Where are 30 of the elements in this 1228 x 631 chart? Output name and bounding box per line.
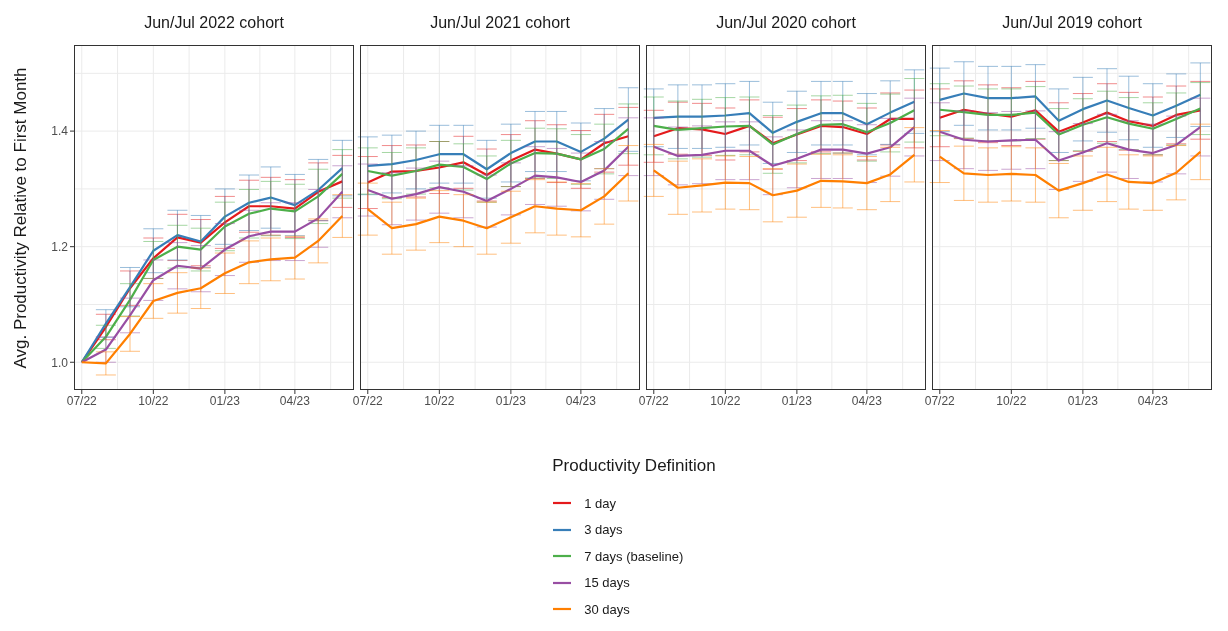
chart-title: Jun/Jul 2020 cohort [715,14,857,32]
chart-title: Jun/Jul 2022 cohort [143,14,285,32]
x-tick-label: 10/22 [996,393,1027,408]
legend-label: 30 days [584,601,630,617]
x-tick-label: 01/23 [781,393,813,408]
x-tick-label: 10/22 [424,393,455,408]
legend-label: 15 days [584,575,630,591]
x-tick-label: 01/23 [209,393,241,408]
x-tick-label: 04/23 [565,393,597,408]
x-tick-label: 04/23 [279,393,311,408]
x-tick-label: 10/22 [710,393,741,408]
x-tick-label: 07/22 [924,393,956,408]
x-tick-label: 07/22 [352,393,384,408]
x-tick-label: 01/23 [1067,393,1099,408]
x-tick-label: 07/22 [66,393,98,408]
chart-title: Jun/Jul 2021 cohort [429,14,571,32]
y-axis-title: Avg. Productivity Relative to First Month [11,66,31,369]
x-tick-label: 04/23 [851,393,883,408]
legend-title: Productivity Definition [552,456,716,476]
y-tick-label: 1.2 [51,239,69,254]
x-tick-label: 04/23 [1137,393,1169,408]
x-tick-label: 10/22 [138,393,169,408]
legend-label: 3 days [584,522,623,538]
x-tick-label: 07/22 [638,393,670,408]
y-tick-label: 1.0 [51,355,69,370]
x-tick-label: 01/23 [495,393,527,408]
chart-title: Jun/Jul 2019 cohort [1001,14,1143,32]
y-tick-label: 1.4 [51,124,69,139]
legend-label: 1 day [584,495,617,511]
legend-label: 7 days (baseline) [584,548,684,564]
